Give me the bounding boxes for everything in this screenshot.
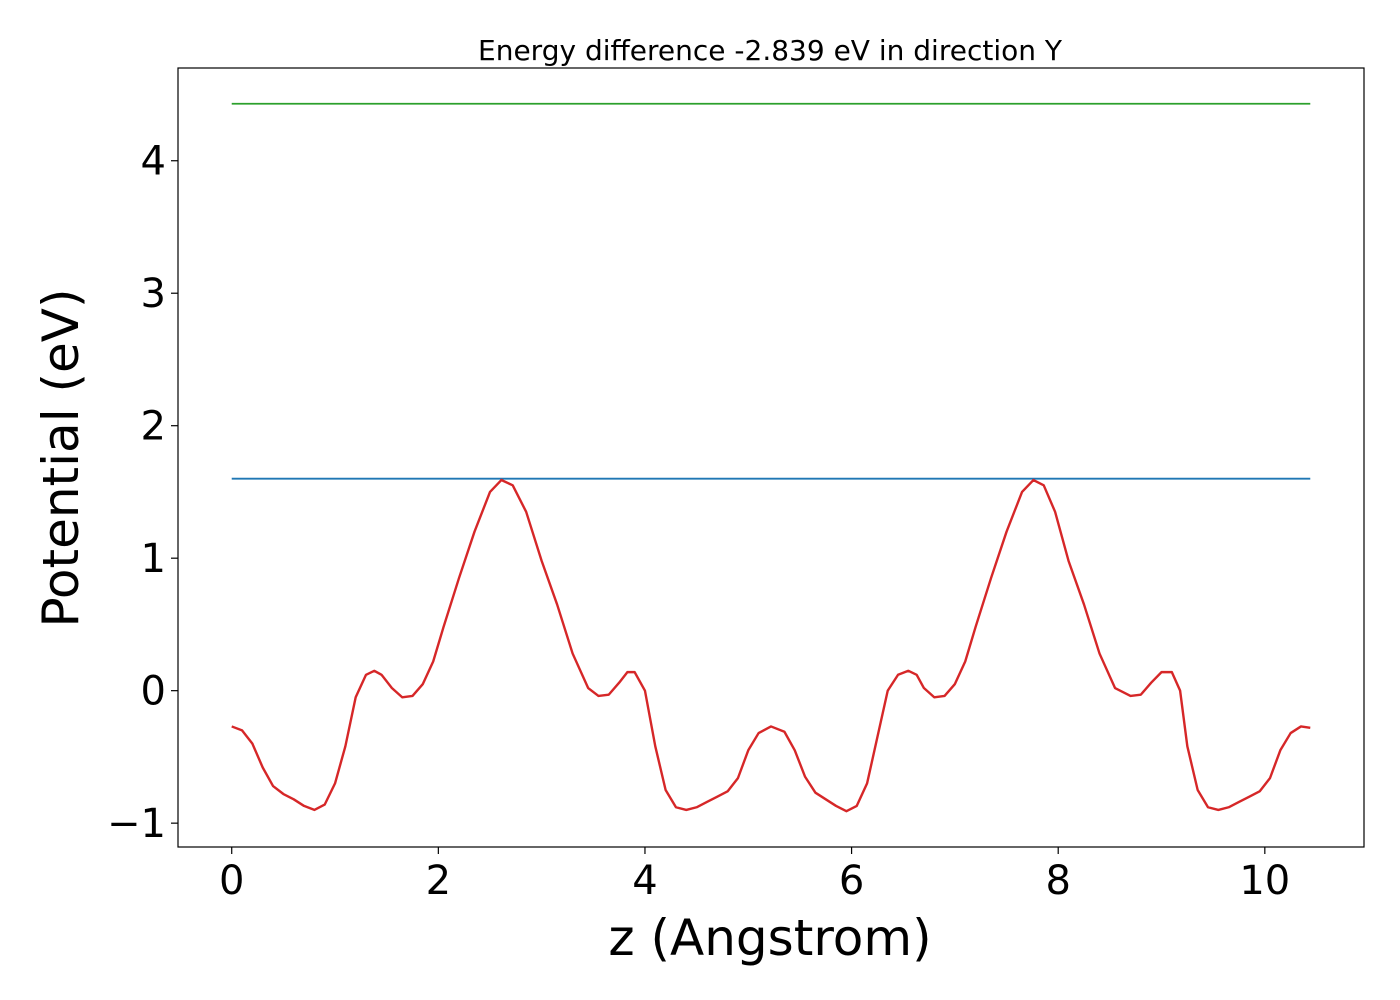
y-tick-label: 0 bbox=[141, 669, 166, 715]
x-axis-ticks: 0 2 4 6 8 10 bbox=[219, 847, 1290, 904]
series-line-3 bbox=[231, 478, 1311, 813]
y-tick-label: −1 bbox=[107, 801, 166, 847]
x-tick-label: 4 bbox=[632, 858, 657, 904]
x-tick-label: 8 bbox=[1045, 858, 1070, 904]
plot-frame bbox=[177, 67, 1365, 848]
y-tick-label: 2 bbox=[141, 404, 166, 450]
x-axis-label: z (Angstrom) bbox=[608, 909, 931, 967]
x-tick-label: 6 bbox=[839, 858, 864, 904]
y-axis-ticks: −1 0 1 2 3 4 bbox=[107, 139, 178, 847]
y-tick-label: 4 bbox=[141, 139, 166, 185]
x-tick-label: 2 bbox=[426, 858, 451, 904]
x-tick-label: 0 bbox=[219, 858, 244, 904]
y-axis-label: Potential (eV) bbox=[32, 289, 90, 628]
chart-title: Energy difference -2.839 eV in direction… bbox=[478, 34, 1063, 67]
y-tick-label: 1 bbox=[141, 536, 166, 582]
series-layer bbox=[231, 102, 1311, 813]
y-tick-label: 3 bbox=[141, 271, 166, 317]
x-tick-label: 10 bbox=[1239, 858, 1290, 904]
